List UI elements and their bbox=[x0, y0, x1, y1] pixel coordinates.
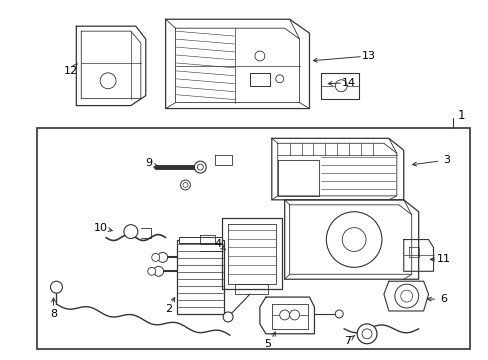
Ellipse shape bbox=[100, 73, 116, 89]
Text: 2: 2 bbox=[164, 304, 172, 314]
Text: 1: 1 bbox=[457, 109, 464, 122]
Text: 11: 11 bbox=[436, 255, 449, 264]
Ellipse shape bbox=[50, 281, 62, 293]
Ellipse shape bbox=[361, 329, 371, 339]
Ellipse shape bbox=[325, 212, 381, 267]
Text: 12: 12 bbox=[64, 66, 78, 76]
Ellipse shape bbox=[180, 180, 190, 190]
Text: 6: 6 bbox=[439, 294, 446, 304]
Text: 3: 3 bbox=[442, 155, 449, 165]
Ellipse shape bbox=[194, 161, 206, 173]
Ellipse shape bbox=[335, 310, 343, 318]
Bar bbox=[37, 129, 469, 349]
Ellipse shape bbox=[279, 310, 289, 320]
Ellipse shape bbox=[342, 228, 366, 251]
Text: 14: 14 bbox=[342, 78, 356, 88]
Ellipse shape bbox=[223, 312, 233, 322]
Text: 10: 10 bbox=[94, 222, 108, 233]
Ellipse shape bbox=[123, 225, 138, 239]
Text: 4: 4 bbox=[214, 239, 222, 249]
Ellipse shape bbox=[147, 267, 155, 275]
Ellipse shape bbox=[254, 51, 264, 61]
Text: 8: 8 bbox=[50, 309, 57, 319]
Ellipse shape bbox=[153, 266, 163, 276]
Text: 9: 9 bbox=[145, 158, 152, 168]
Ellipse shape bbox=[289, 310, 299, 320]
Ellipse shape bbox=[197, 164, 203, 170]
Text: 7: 7 bbox=[343, 336, 350, 346]
Ellipse shape bbox=[335, 80, 346, 92]
Ellipse shape bbox=[151, 253, 160, 261]
Ellipse shape bbox=[157, 252, 167, 262]
Ellipse shape bbox=[356, 324, 376, 344]
Bar bbox=[178, 237, 222, 243]
Ellipse shape bbox=[394, 284, 418, 308]
Text: 5: 5 bbox=[264, 339, 271, 349]
Ellipse shape bbox=[400, 290, 412, 302]
Ellipse shape bbox=[275, 75, 283, 83]
Text: 13: 13 bbox=[361, 51, 375, 61]
Bar bbox=[176, 239, 224, 314]
Ellipse shape bbox=[183, 183, 187, 188]
